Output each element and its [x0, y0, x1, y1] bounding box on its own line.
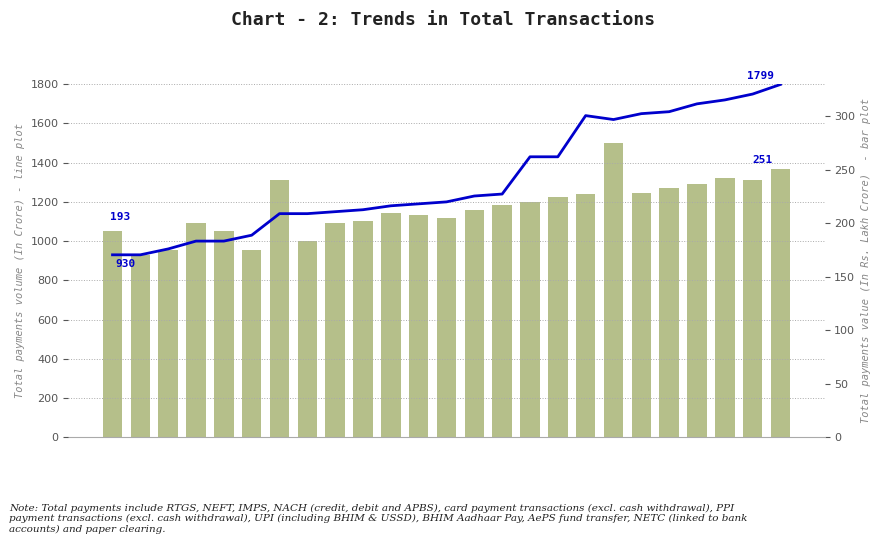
Bar — [159, 250, 178, 437]
Bar — [771, 169, 790, 437]
Bar — [437, 218, 456, 437]
Bar — [688, 184, 707, 437]
Bar — [603, 143, 623, 437]
Bar — [659, 188, 679, 437]
Y-axis label: Total payments value (In Rs. Lakh Crore)  - bar plot: Total payments value (In Rs. Lakh Crore)… — [861, 98, 871, 423]
Y-axis label: Total payments volume (In Crore) - line plot: Total payments volume (In Crore) - line … — [15, 123, 25, 398]
Bar — [214, 231, 234, 437]
Bar — [186, 223, 206, 437]
Bar — [548, 197, 568, 437]
Bar — [325, 223, 345, 437]
Bar — [242, 250, 261, 437]
Text: 251: 251 — [752, 155, 773, 165]
Bar — [632, 194, 651, 437]
Text: 193: 193 — [110, 212, 130, 222]
Bar — [130, 255, 150, 437]
Bar — [520, 202, 540, 437]
Bar — [381, 212, 400, 437]
Bar — [298, 241, 317, 437]
Bar — [354, 221, 373, 437]
Text: Note: Total payments include RTGS, NEFT, IMPS, NACH (credit, debit and APBS), ca: Note: Total payments include RTGS, NEFT,… — [9, 503, 747, 534]
Text: Chart - 2: Trends in Total Transactions: Chart - 2: Trends in Total Transactions — [231, 11, 655, 29]
Bar — [464, 210, 484, 437]
Text: 1799: 1799 — [747, 71, 774, 80]
Bar — [715, 178, 734, 437]
Text: 930: 930 — [115, 259, 136, 268]
Bar — [103, 231, 122, 437]
Bar — [269, 181, 289, 437]
Bar — [409, 215, 429, 437]
Bar — [576, 195, 595, 437]
Bar — [742, 181, 762, 437]
Bar — [493, 205, 512, 437]
